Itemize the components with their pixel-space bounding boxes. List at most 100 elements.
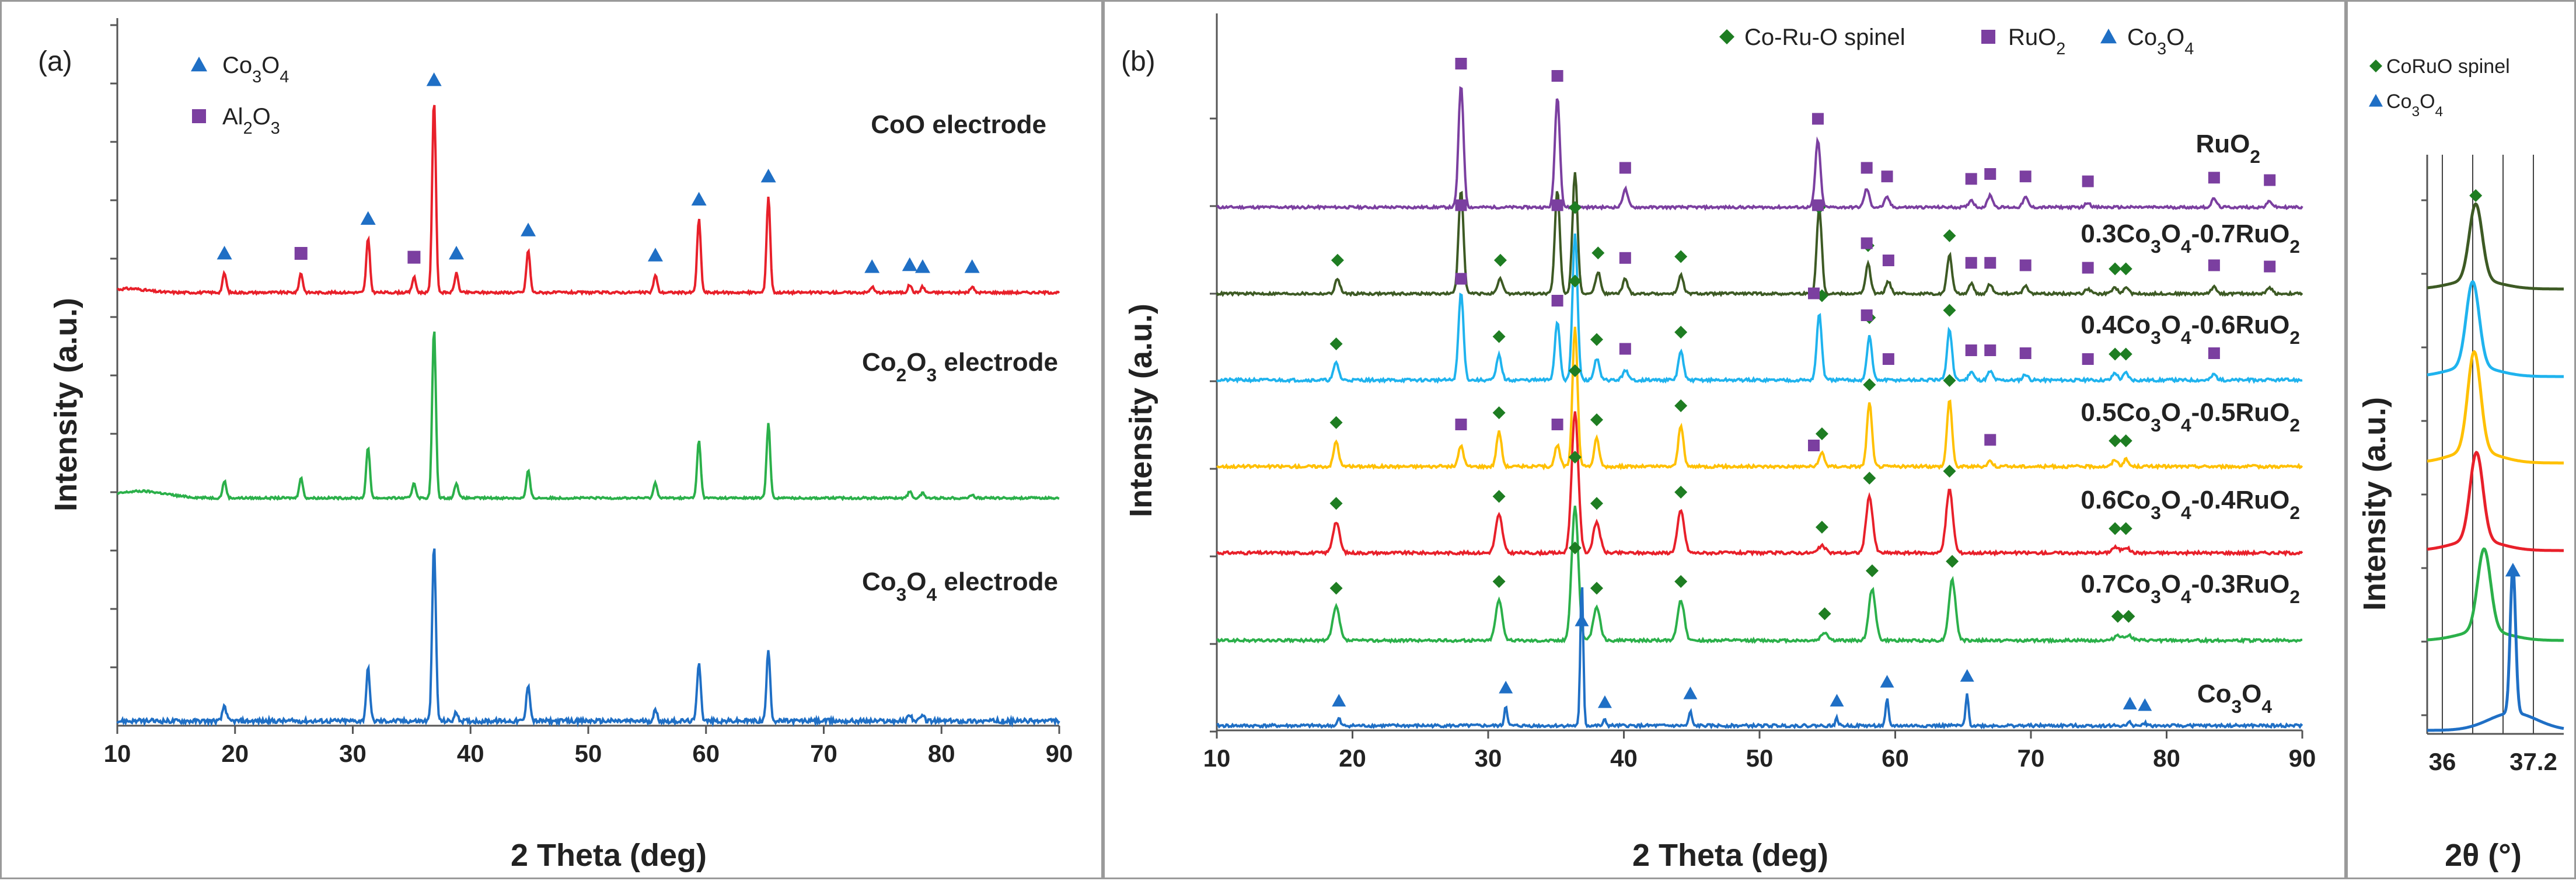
trace-label-coo: CoO electrode (871, 110, 1046, 139)
panel-b-x-tick-label: 50 (1746, 744, 1774, 772)
co3o4-marker (1597, 695, 1612, 708)
legend-co3o4-label-part: Co (222, 53, 252, 78)
co3o4-marker (1683, 687, 1698, 699)
ruo2-marker (1965, 257, 1977, 269)
ruo2-marker (1984, 344, 1996, 356)
spinel-marker (1943, 374, 1956, 387)
legend-co3o4-label-part: Co (2386, 90, 2411, 113)
co3o4-marker (691, 191, 707, 206)
ruo2-marker (1811, 199, 1824, 211)
ruo2-marker (2082, 353, 2094, 365)
spinel-marker (1492, 490, 1506, 503)
panel-c-trace-1 (2427, 280, 2564, 378)
spinel-marker (2119, 522, 2132, 535)
trace-label-r03-part: 2 (2289, 236, 2300, 257)
trace-label-co2o3-part: Co (862, 348, 896, 377)
trace-label-r04-part: O (2161, 311, 2181, 339)
panel-b-trace-4 (1216, 411, 2303, 557)
panel-c-trace-0 (2427, 202, 2564, 291)
panel-c-traces (2427, 189, 2564, 732)
co3o4-marker (1499, 681, 1513, 694)
ruo2-marker (2208, 347, 2220, 359)
spinel-marker (2122, 610, 2135, 623)
legend-co3o4-label: Co3O4 (222, 53, 289, 86)
panel-a-x-axis-label: 2 Theta (deg) (511, 838, 707, 873)
trace-label-r06-part: 0.6Co (2081, 486, 2151, 514)
panel-c-x-tick-label: 37.2 (2509, 748, 2557, 775)
spinel-marker (1943, 229, 1956, 242)
trace-label-r04-part: 2 (2289, 327, 2300, 348)
trace-label-r06-part: 4 (2181, 502, 2191, 523)
co3o4-marker (760, 169, 776, 183)
spinel-marker (2109, 522, 2122, 535)
panel-a-x-tick-label: 60 (692, 740, 720, 767)
legend-al2o3-label-part: Al (222, 104, 243, 130)
al2o3-marker (294, 247, 308, 260)
trace-label-r07: 0.7Co3O4-0.3RuO2 (2081, 570, 2300, 607)
legend-co3o4-marker (2369, 94, 2383, 107)
panel-b-trace-3 (1216, 326, 2303, 471)
ruo2-marker (1861, 237, 1873, 249)
trace-label-r04-part: 3 (2151, 327, 2161, 348)
trace-label-r06-part: -0.4RuO (2191, 486, 2290, 514)
ruo2-marker (1984, 168, 1996, 180)
legend-al2o3-label-part: 2 (243, 119, 253, 138)
panel-b-x-axis-label: 2 Theta (deg) (1632, 838, 1828, 873)
panel-c-trace-3 (2427, 450, 2564, 552)
panel-a-x-tick-label: 70 (810, 740, 837, 767)
ruo2-marker (1551, 295, 1563, 307)
ruo2-marker (1551, 70, 1563, 82)
co3o4-marker (914, 259, 930, 273)
trace-label-r05-part: O (2161, 398, 2181, 427)
spinel-marker (2109, 347, 2122, 361)
trace-label-r05-part: -0.5RuO (2191, 398, 2290, 427)
trace-label-co3o4-part: 4 (927, 584, 937, 605)
panel-b-x-tick-label: 30 (1475, 744, 1502, 772)
spinel-marker (1590, 333, 1603, 346)
panel-b-trace-5 (1216, 506, 2303, 645)
legend-co3o4-label-part: 4 (280, 68, 289, 86)
spinel-marker (1818, 607, 1831, 621)
panel-b-x-tick-label: 20 (1339, 744, 1366, 772)
panel-c-y-axis-label: Intensity (a.u.) (2357, 397, 2392, 611)
trace-label-r03-part: 0.3Co (2081, 220, 2151, 248)
trace-label-co2o3-part: electrode (937, 348, 1058, 377)
panel-a-traces (116, 105, 1060, 728)
spinel-marker (1329, 337, 1343, 350)
spinel-marker (1943, 304, 1956, 317)
trace-label-r07-part: O (2161, 570, 2181, 598)
trace-label-co2o3: Co2O3 electrode (862, 348, 1058, 385)
panel-a-markers (217, 72, 980, 273)
spinel-marker (1674, 250, 1688, 263)
ruo2-marker (2019, 170, 2032, 183)
spinel-marker (2109, 434, 2122, 447)
panel-a-x-tick-label: 80 (928, 740, 955, 767)
trace-label-co2o3-part: 3 (927, 364, 937, 385)
spinel-marker (1568, 274, 1582, 288)
co3o4-marker (521, 222, 536, 236)
ruo2-marker (1882, 353, 1894, 365)
ruo2-marker (1808, 440, 1820, 451)
panel-c-chart: CoRuO spinel Co3O4 36 37.2 Intensity (a.u.… (2357, 55, 2564, 873)
co3o4-marker (217, 246, 232, 260)
spinel-marker (1815, 521, 1828, 534)
panel-a-x-tick-label: 50 (575, 740, 602, 767)
trace-label-co3o4-part: Co (2197, 680, 2232, 708)
spinel-marker (1590, 497, 1603, 510)
panel-a: (a) Co3O4 Al2O3 10 20 30 40 50 60 70 80 90 CoO el… (0, 0, 1103, 879)
spinel-marker (2119, 434, 2132, 447)
co3o4-marker (1332, 694, 1346, 707)
spinel-marker (1674, 575, 1688, 588)
panel-b-trace-6 (1216, 587, 2303, 730)
spinel-marker (1568, 201, 1582, 214)
legend-al2o3-label-part: O (253, 104, 271, 130)
spinel-marker (1946, 555, 1959, 568)
panel-a-trace-0 (117, 105, 1060, 297)
ruo2-marker (2208, 172, 2220, 184)
legend-co3o4-label-part: 4 (2184, 40, 2194, 58)
trace-label-r05-part: 2 (2289, 415, 2300, 436)
ruo2-marker (2019, 259, 2032, 271)
spinel-marker (2119, 347, 2132, 361)
panel-b: (b) Co-Ru-O spinel RuO2 Co3O4 10 20 30 40 50 60… (1103, 0, 2346, 879)
